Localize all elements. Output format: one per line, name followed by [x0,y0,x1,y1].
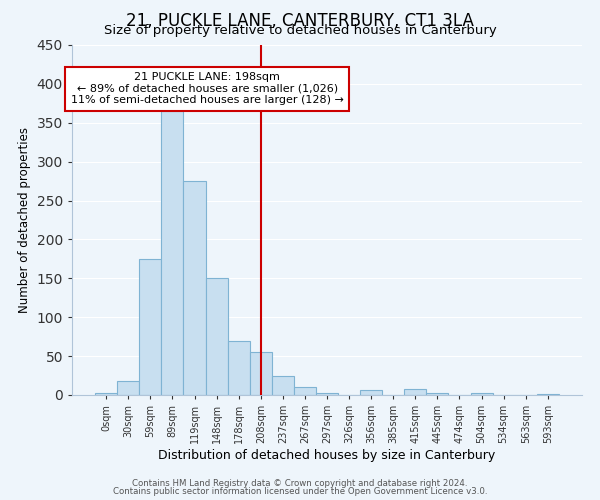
Bar [316,394,338,395]
Bar [206,278,227,395]
Text: Size of property relative to detached houses in Canterbury: Size of property relative to detached ho… [104,24,496,37]
Bar [537,394,559,395]
Bar [184,181,206,395]
Bar [470,394,493,395]
Bar [95,394,117,395]
Bar [360,390,382,395]
Text: Contains public sector information licensed under the Open Government Licence v3: Contains public sector information licen… [113,487,487,496]
Bar [139,259,161,395]
Bar [294,387,316,395]
Text: 21 PUCKLE LANE: 198sqm
← 89% of detached houses are smaller (1,026)
11% of semi-: 21 PUCKLE LANE: 198sqm ← 89% of detached… [71,72,344,106]
X-axis label: Distribution of detached houses by size in Canterbury: Distribution of detached houses by size … [158,449,496,462]
Bar [227,340,250,395]
Y-axis label: Number of detached properties: Number of detached properties [18,127,31,313]
Text: 21, PUCKLE LANE, CANTERBURY, CT1 3LA: 21, PUCKLE LANE, CANTERBURY, CT1 3LA [126,12,474,30]
Bar [427,394,448,395]
Bar [272,376,294,395]
Bar [117,381,139,395]
Bar [161,111,184,395]
Bar [250,352,272,395]
Text: Contains HM Land Registry data © Crown copyright and database right 2024.: Contains HM Land Registry data © Crown c… [132,479,468,488]
Bar [404,389,427,395]
